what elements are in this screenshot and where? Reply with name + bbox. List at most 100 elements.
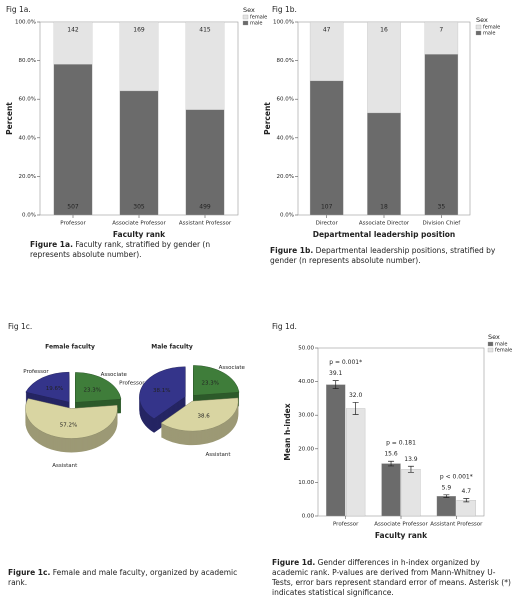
pie-slice xyxy=(160,397,239,432)
legend-label: male xyxy=(483,31,495,37)
pie-value-label: 38.6 xyxy=(197,413,210,419)
caption: Figure 1c. Female and male faculty, orga… xyxy=(8,568,243,588)
x-axis-label: Faculty rank xyxy=(375,531,428,540)
count-label: 35 xyxy=(438,204,446,211)
pie-slice xyxy=(139,366,186,419)
pie-category-label: Assistant xyxy=(52,463,78,469)
y-tick-label: 60.0% xyxy=(19,97,36,103)
y-tick-label: 50.00 xyxy=(298,346,314,352)
count-label: 18 xyxy=(380,204,388,211)
legend-label: female xyxy=(250,15,267,21)
y-axis-label: Percent xyxy=(5,102,14,135)
count-label: 16 xyxy=(380,27,388,34)
annotation: p < 0.001* xyxy=(440,473,473,480)
annotation: p = 0.181 xyxy=(386,440,416,447)
pie-category-label: Associate xyxy=(101,372,128,378)
x-tick-label: Professor xyxy=(60,221,86,227)
caption-lead: Figure 1b. xyxy=(270,246,314,255)
error-bar xyxy=(388,460,395,467)
legend-title: Sex xyxy=(476,16,488,24)
caption-text: Gender differences in h-index organized … xyxy=(272,558,511,597)
pie-category-label: Assistant xyxy=(205,452,231,458)
pie-category-label: Professor xyxy=(119,381,145,387)
legend-title: Sex xyxy=(243,6,255,14)
legend-label: female xyxy=(495,348,512,354)
pie-value-label: 57.2% xyxy=(60,422,77,428)
bar-segment xyxy=(309,21,344,82)
y-tick-label: 20.0% xyxy=(277,174,294,180)
panel-label: Fig 1d. xyxy=(272,322,297,331)
caption: Figure 1d. Gender differences in h-index… xyxy=(272,558,514,598)
caption: Figure 1b. Departmental leadership posit… xyxy=(270,246,510,266)
bar-segment xyxy=(424,21,459,55)
legend-swatch xyxy=(242,14,249,20)
y-tick-label: 60.0% xyxy=(277,97,294,103)
x-tick-label: Director xyxy=(316,221,339,227)
y-tick-label: 80.0% xyxy=(277,58,294,64)
caption-text: Female and male faculty, organized by ac… xyxy=(8,568,238,587)
pie-slice xyxy=(193,365,240,396)
pie xyxy=(139,365,240,446)
pie-slice xyxy=(25,371,70,403)
value-label: 15.6 xyxy=(384,451,398,458)
legend-label: female xyxy=(483,25,500,31)
error-bar xyxy=(443,494,450,498)
bar-segment xyxy=(367,21,401,114)
caption-lead: Figure 1d. xyxy=(272,558,316,567)
caption-lead: Figure 1a. xyxy=(30,240,73,249)
bar xyxy=(346,408,366,517)
x-tick-label: Assistant Professor xyxy=(430,522,483,528)
count-label: 305 xyxy=(133,204,145,211)
bar-segment xyxy=(119,21,159,92)
y-tick-label: 40.0% xyxy=(19,135,36,141)
legend-label: male xyxy=(250,21,262,27)
bar xyxy=(436,496,456,517)
pie-title: Male faculty xyxy=(151,344,193,351)
error-bar xyxy=(352,402,359,415)
value-label: 5.9 xyxy=(442,484,452,491)
bar-segment xyxy=(53,64,93,216)
y-tick-label: 100.0% xyxy=(273,20,294,26)
error-bar xyxy=(407,465,414,473)
value-label: 4.7 xyxy=(462,488,472,495)
legend-swatch xyxy=(487,347,494,353)
bar-segment xyxy=(185,21,225,110)
pie-value-label: 38.1% xyxy=(153,388,170,394)
legend-label: male xyxy=(495,342,507,348)
count-label: 507 xyxy=(67,204,79,211)
pie xyxy=(25,371,122,453)
legend-swatch xyxy=(475,30,482,36)
pie-slice xyxy=(75,372,122,403)
bar-segment xyxy=(424,54,459,216)
count-label: 107 xyxy=(321,204,333,211)
y-tick-label: 30.00 xyxy=(298,413,314,419)
y-axis-label: Percent xyxy=(263,102,272,135)
x-tick-label: Associate Director xyxy=(359,221,410,227)
caption: Figure 1a. Faculty rank, stratified by g… xyxy=(30,240,245,260)
caption-lead: Figure 1c. xyxy=(8,568,51,577)
count-label: 169 xyxy=(133,27,145,34)
count-label: 415 xyxy=(199,27,211,34)
bar xyxy=(381,463,401,517)
annotation: p = 0.001* xyxy=(329,359,362,366)
bar-segment xyxy=(53,21,93,65)
pie-value-label: 19.6% xyxy=(46,386,63,392)
bar-segment xyxy=(119,90,159,216)
pie-value-label: 23.3% xyxy=(83,388,100,394)
error-bar xyxy=(332,380,339,390)
x-axis-label: Faculty rank xyxy=(113,230,166,239)
x-tick-label: Associate Professor xyxy=(112,221,166,227)
value-label: 32.0 xyxy=(349,392,363,399)
value-label: 39.1 xyxy=(329,370,343,377)
pie-title: Female faculty xyxy=(45,344,95,351)
x-tick-label: Associate Professor xyxy=(374,522,428,528)
panel-label: Fig 1c. xyxy=(8,322,32,331)
count-label: 142 xyxy=(67,27,79,34)
y-tick-label: 20.0% xyxy=(19,174,36,180)
y-tick-label: 10.00 xyxy=(298,480,314,486)
y-tick-label: 20.00 xyxy=(298,446,314,452)
bar-segment xyxy=(185,109,225,216)
bar-segment xyxy=(309,80,344,216)
